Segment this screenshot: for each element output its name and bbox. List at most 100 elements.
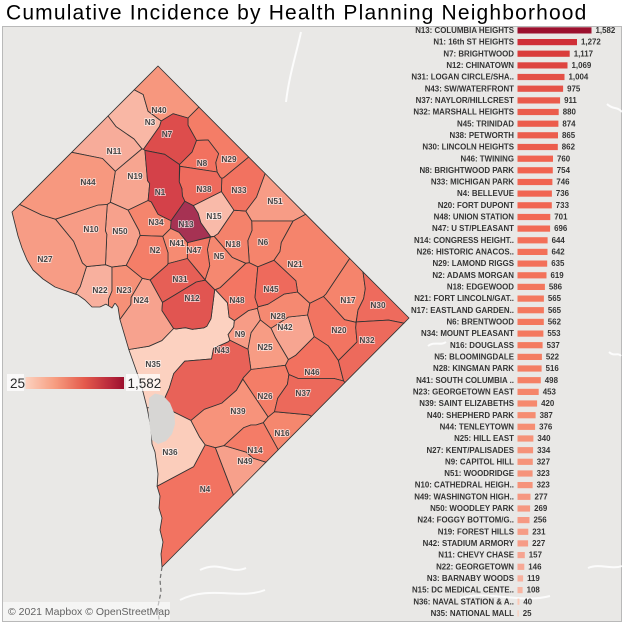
svg-text:323: 323 xyxy=(537,469,551,478)
svg-text:N7: BRIGHTWOOD: N7: BRIGHTWOOD xyxy=(443,49,514,58)
svg-text:N29: N29 xyxy=(221,154,237,164)
svg-text:N51: WOODRIDGE: N51: WOODRIDGE xyxy=(444,469,514,478)
svg-text:586: 586 xyxy=(549,283,563,292)
svg-text:N9: CAPITOL HILL: N9: CAPITOL HILL xyxy=(445,457,514,466)
svg-text:387: 387 xyxy=(540,411,554,420)
svg-text:N6: N6 xyxy=(258,237,269,247)
svg-text:Cumulative Incidence by Health: Cumulative Incidence by Health Planning … xyxy=(6,1,588,24)
svg-text:N31: N31 xyxy=(172,274,188,284)
svg-text:N1: 16th ST HEIGHTS: N1: 16th ST HEIGHTS xyxy=(433,38,514,47)
svg-text:862: 862 xyxy=(562,143,576,152)
svg-text:277: 277 xyxy=(535,492,549,501)
svg-text:N16: DOUGLASS: N16: DOUGLASS xyxy=(450,341,514,350)
svg-text:754: 754 xyxy=(557,166,571,175)
svg-text:760: 760 xyxy=(557,154,571,163)
svg-text:N27: N27 xyxy=(37,254,53,264)
svg-text:N42: STADIUM ARMORY: N42: STADIUM ARMORY xyxy=(423,539,515,548)
svg-text:N38: PETWORTH: N38: PETWORTH xyxy=(450,131,515,140)
svg-text:N13: N13 xyxy=(178,219,194,229)
svg-text:N30: N30 xyxy=(370,300,386,310)
svg-text:N20: N20 xyxy=(331,325,347,335)
svg-text:N2: N2 xyxy=(150,245,161,255)
svg-text:N31: LOGAN CIRCLE/SHA..: N31: LOGAN CIRCLE/SHA.. xyxy=(411,73,514,82)
svg-text:N9: N9 xyxy=(235,329,246,339)
svg-text:975: 975 xyxy=(567,84,581,93)
svg-text:N14: CONGRESS HEIGHT..: N14: CONGRESS HEIGHT.. xyxy=(414,236,514,245)
svg-text:537: 537 xyxy=(547,341,561,350)
svg-text:N43: N43 xyxy=(214,345,230,355)
svg-text:N45: TRINIDAD: N45: TRINIDAD xyxy=(457,119,514,128)
svg-text:N13: COLUMBIA HEIGHTS: N13: COLUMBIA HEIGHTS xyxy=(415,26,514,35)
svg-text:N18: EDGEWOOD: N18: EDGEWOOD xyxy=(447,283,514,292)
svg-text:N35: NATIONAL MALL: N35: NATIONAL MALL xyxy=(431,609,515,618)
svg-text:N11: CHEVY CHASE: N11: CHEVY CHASE xyxy=(438,551,514,560)
svg-text:N15: N15 xyxy=(206,211,222,221)
svg-text:1,117: 1,117 xyxy=(574,49,594,58)
svg-text:N14: N14 xyxy=(247,445,263,455)
svg-text:N7: N7 xyxy=(162,129,173,139)
svg-text:N6: BRENTWOOD: N6: BRENTWOOD xyxy=(446,318,514,327)
svg-text:N10: N10 xyxy=(83,224,99,234)
svg-text:N30: LINCOLN HEIGHTS: N30: LINCOLN HEIGHTS xyxy=(422,143,514,152)
svg-text:N41: SOUTH COLUMBIA ..: N41: SOUTH COLUMBIA .. xyxy=(416,376,514,385)
svg-text:1,069: 1,069 xyxy=(572,61,592,70)
svg-text:565: 565 xyxy=(548,294,562,303)
svg-text:N8: N8 xyxy=(197,158,208,168)
svg-text:N23: N23 xyxy=(116,285,132,295)
svg-text:N36: NAVAL STATION & A..: N36: NAVAL STATION & A.. xyxy=(413,597,514,606)
svg-text:N42: N42 xyxy=(277,322,293,332)
svg-text:231: 231 xyxy=(532,527,546,536)
svg-text:N41: N41 xyxy=(169,238,185,248)
svg-text:N40: N40 xyxy=(151,105,167,115)
svg-text:N24: N24 xyxy=(133,295,149,305)
svg-text:N26: HISTORIC ANACOS..: N26: HISTORIC ANACOS.. xyxy=(417,248,514,257)
svg-text:865: 865 xyxy=(562,131,576,140)
svg-text:157: 157 xyxy=(529,551,543,560)
svg-text:146: 146 xyxy=(528,562,542,571)
svg-text:N38: N38 xyxy=(196,184,212,194)
svg-text:N46: TWINING: N46: TWINING xyxy=(461,154,514,163)
svg-text:1,004: 1,004 xyxy=(569,73,589,82)
svg-text:N44: N44 xyxy=(80,177,96,187)
svg-text:N39: N39 xyxy=(230,406,246,416)
svg-text:N24: FOGGY BOTTOM/G..: N24: FOGGY BOTTOM/G.. xyxy=(417,516,514,525)
svg-text:736: 736 xyxy=(556,189,570,198)
svg-text:N27: KENT/PALISADES: N27: KENT/PALISADES xyxy=(426,446,514,455)
svg-text:N46: N46 xyxy=(304,367,320,377)
svg-text:619: 619 xyxy=(551,271,565,280)
svg-text:N19: FOREST HILLS: N19: FOREST HILLS xyxy=(438,527,514,536)
svg-text:N22: N22 xyxy=(92,285,108,295)
svg-text:N4: N4 xyxy=(200,484,211,494)
svg-text:N25: HILL EAST: N25: HILL EAST xyxy=(454,434,514,443)
svg-text:N23: GEORGETOWN EAST: N23: GEORGETOWN EAST xyxy=(413,388,514,397)
svg-text:N17: N17 xyxy=(340,295,356,305)
svg-text:N12: N12 xyxy=(184,293,200,303)
svg-text:N2: ADAMS MORGAN: N2: ADAMS MORGAN xyxy=(432,271,514,280)
svg-text:N12: CHINATOWN: N12: CHINATOWN xyxy=(446,61,514,70)
svg-text:635: 635 xyxy=(551,259,565,268)
svg-text:N15: DC MEDICAL CENTE..: N15: DC MEDICAL CENTE.. xyxy=(412,586,514,595)
svg-text:N47: N47 xyxy=(186,245,202,255)
svg-text:644: 644 xyxy=(552,236,566,245)
svg-text:N34: N34 xyxy=(148,217,164,227)
svg-text:N49: WASHINGTON HIGH..: N49: WASHINGTON HIGH.. xyxy=(414,492,514,501)
svg-text:746: 746 xyxy=(556,178,570,187)
svg-text:N34: MOUNT PLEASANT: N34: MOUNT PLEASANT xyxy=(421,329,514,338)
svg-text:701: 701 xyxy=(554,213,568,222)
svg-text:562: 562 xyxy=(548,318,562,327)
svg-text:874: 874 xyxy=(562,119,576,128)
svg-text:N45: N45 xyxy=(263,284,279,294)
svg-text:N19: N19 xyxy=(127,171,143,181)
svg-text:340: 340 xyxy=(537,434,551,443)
svg-text:N20: FORT DUPONT: N20: FORT DUPONT xyxy=(438,201,514,210)
svg-text:N25: N25 xyxy=(257,342,273,352)
svg-text:N48: N48 xyxy=(229,295,245,305)
svg-text:N33: MICHIGAN PARK: N33: MICHIGAN PARK xyxy=(431,178,514,187)
svg-text:N37: NAYLOR/HILLCREST: N37: NAYLOR/HILLCREST xyxy=(416,96,515,105)
svg-text:N16: N16 xyxy=(274,428,290,438)
svg-text:N28: N28 xyxy=(270,311,286,321)
svg-text:40: 40 xyxy=(523,597,532,606)
svg-text:N47: U ST/PLEASANT: N47: U ST/PLEASANT xyxy=(432,224,514,233)
svg-text:N21: FORT LINCOLN/GAT..: N21: FORT LINCOLN/GAT.. xyxy=(414,294,514,303)
svg-text:25: 25 xyxy=(523,609,532,618)
